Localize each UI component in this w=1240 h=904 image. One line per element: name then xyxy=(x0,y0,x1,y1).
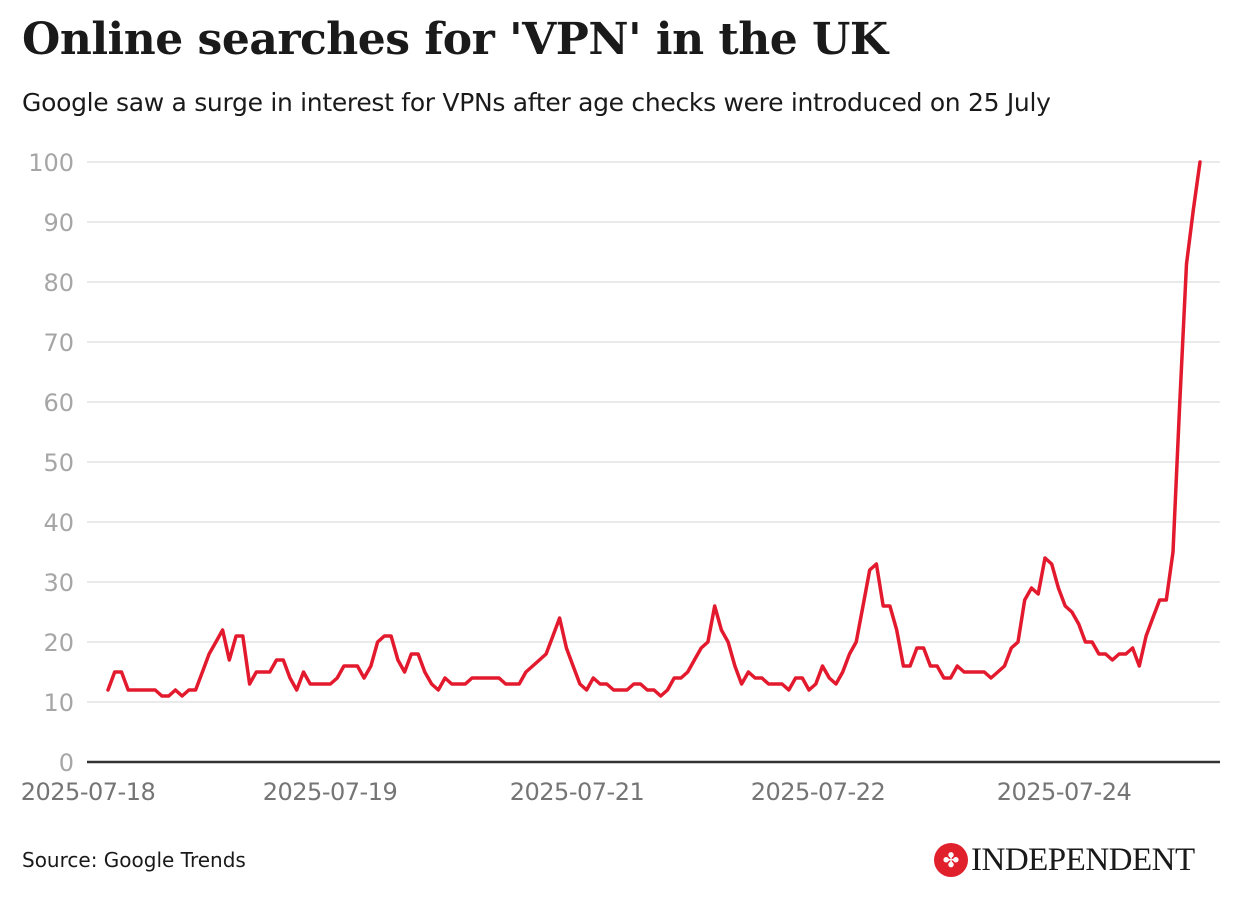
y-tick-label: 60 xyxy=(43,389,74,417)
y-tick-label: 30 xyxy=(43,569,74,597)
chart-title: Online searches for 'VPN' in the UK xyxy=(22,14,888,65)
eagle-icon: ✤ xyxy=(934,843,968,877)
logo-wordmark: INDEPENDENT xyxy=(971,841,1195,878)
x-tick-label: 2025-07-24 xyxy=(997,778,1131,806)
gridlines xyxy=(87,161,1220,703)
x-tick-label: 2025-07-18 xyxy=(21,778,155,806)
series-line-vpn-searches xyxy=(106,160,1202,698)
independent-logo: ✤ INDEPENDENT xyxy=(934,843,1195,877)
y-tick-label: 40 xyxy=(43,509,74,537)
x-tick-label: 2025-07-22 xyxy=(751,778,885,806)
source-note: Source: Google Trends xyxy=(22,848,246,872)
y-tick-label: 20 xyxy=(43,629,74,657)
y-tick-label: 80 xyxy=(43,269,74,297)
y-tick-label: 90 xyxy=(43,209,74,237)
y-axis-ticks: 0 10 20 30 40 50 60 70 80 90 100 xyxy=(28,149,74,777)
x-axis-ticks: 2025-07-18 2025-07-19 2025-07-21 2025-07-22… xyxy=(21,778,1132,806)
x-tick-label: 2025-07-19 xyxy=(263,778,397,806)
y-tick-label: 50 xyxy=(43,449,74,477)
y-tick-label: 100 xyxy=(28,149,74,177)
x-tick-label: 2025-07-21 xyxy=(510,778,644,806)
chart-subtitle: Google saw a surge in interest for VPNs … xyxy=(22,88,1051,117)
y-tick-label: 0 xyxy=(59,749,74,777)
y-tick-label: 70 xyxy=(43,329,74,357)
y-tick-label: 10 xyxy=(43,689,74,717)
